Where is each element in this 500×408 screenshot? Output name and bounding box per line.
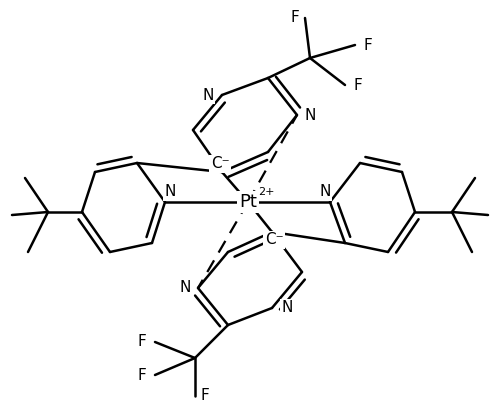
Text: F: F	[354, 78, 362, 93]
Text: Pt: Pt	[239, 193, 257, 211]
Text: F: F	[290, 11, 300, 25]
Text: F: F	[138, 368, 146, 383]
Text: N: N	[202, 87, 213, 102]
Text: C⁻: C⁻	[264, 233, 283, 248]
Text: N: N	[304, 107, 316, 122]
Text: N: N	[180, 281, 190, 295]
Text: N: N	[320, 184, 330, 200]
Text: N: N	[282, 301, 292, 315]
Text: N: N	[164, 184, 175, 200]
Text: F: F	[138, 335, 146, 350]
Text: F: F	[200, 388, 209, 404]
Text: F: F	[364, 38, 372, 53]
Text: 2+: 2+	[258, 187, 274, 197]
Text: C⁻: C⁻	[210, 157, 230, 171]
